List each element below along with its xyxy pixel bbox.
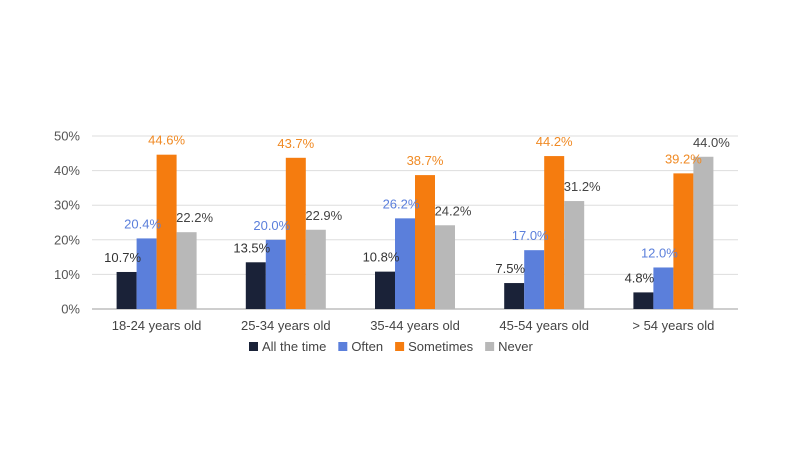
bar — [693, 156, 714, 309]
bar — [156, 154, 177, 309]
data-label: 20.0% — [253, 218, 290, 233]
data-label: 43.7% — [277, 136, 314, 151]
bar — [395, 218, 415, 309]
bar — [375, 271, 395, 309]
legend-item: Often — [338, 339, 383, 354]
x-category-label: 35-44 years old — [370, 318, 460, 333]
bars — [116, 154, 714, 309]
y-tick-label: 50% — [54, 129, 80, 144]
x-category-label: 45-54 years old — [499, 318, 589, 333]
legend-swatch — [395, 342, 405, 351]
bar — [564, 201, 585, 309]
y-tick-label: 10% — [54, 267, 80, 282]
legend: All the time Often Sometimes Never — [249, 339, 533, 354]
legend-label: Sometimes — [408, 339, 474, 354]
legend-item: Never — [485, 339, 533, 354]
data-label: 31.2% — [564, 179, 601, 194]
data-label: 10.7% — [104, 250, 141, 265]
y-tick-label: 30% — [54, 198, 80, 213]
bar — [285, 157, 306, 309]
data-label: 4.8% — [625, 270, 655, 285]
data-label: 22.9% — [305, 208, 342, 223]
x-category-label: > 54 years old — [632, 318, 714, 333]
data-label: 13.5% — [233, 240, 270, 255]
y-tick-label: 40% — [54, 163, 80, 178]
bar — [504, 283, 525, 309]
bar — [653, 267, 674, 309]
bar — [136, 238, 157, 309]
bar — [435, 225, 455, 309]
bar — [245, 262, 266, 309]
data-label: 10.8% — [363, 250, 400, 265]
bar — [305, 229, 326, 309]
bar — [524, 250, 545, 309]
bar — [544, 156, 565, 309]
legend-swatch — [338, 342, 348, 351]
x-category-label: 18-24 years old — [112, 318, 202, 333]
data-label: 44.2% — [536, 134, 573, 149]
data-label: 38.7% — [407, 153, 444, 168]
bar — [265, 239, 286, 309]
x-axis-categories: 18-24 years old 25-34 years old 35-44 year… — [112, 318, 715, 333]
y-tick-label: 0% — [61, 302, 80, 317]
bar — [633, 292, 654, 309]
x-category-label: 25-34 years old — [241, 318, 331, 333]
data-label: 44.0% — [693, 135, 730, 150]
y-tick-label: 20% — [54, 232, 80, 247]
y-axis-ticks: 0% 10% 20% 30% 40% 50% — [54, 129, 80, 317]
legend-item: Sometimes — [395, 339, 474, 354]
data-label: 12.0% — [641, 245, 678, 260]
legend-swatch — [249, 342, 258, 351]
legend-item: All the time — [249, 339, 326, 354]
data-labels: 10.7% 20.4% 44.6% 22.2% 13.5% 20.0% 43.7% 22.9%… — [104, 133, 730, 286]
data-label: 44.6% — [148, 133, 185, 148]
data-label: 7.5% — [495, 261, 525, 276]
legend-label: All the time — [262, 339, 326, 354]
data-label: 39.2% — [665, 151, 702, 166]
bar — [415, 175, 435, 309]
data-label: 26.2% — [383, 196, 420, 211]
bar — [176, 232, 197, 309]
legend-swatch — [485, 342, 495, 351]
data-label: 17.0% — [512, 228, 549, 243]
legend-label: Never — [498, 339, 533, 354]
data-label: 22.2% — [176, 210, 213, 225]
bar — [673, 173, 694, 309]
data-label: 24.2% — [435, 203, 472, 218]
data-label: 20.4% — [124, 216, 161, 231]
legend-label: Often — [351, 339, 383, 354]
bar — [116, 271, 137, 309]
